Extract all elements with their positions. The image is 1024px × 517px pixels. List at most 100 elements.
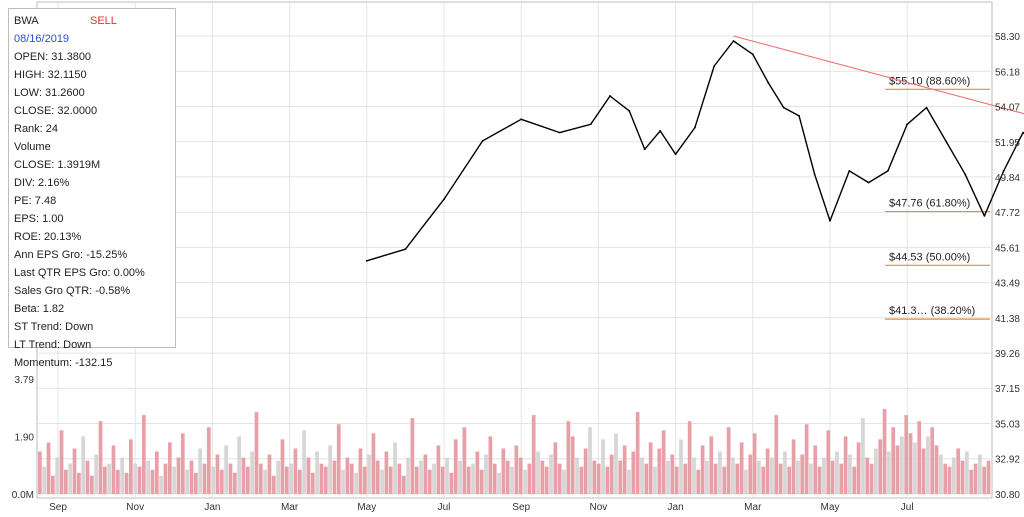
- volume-bar: [437, 445, 441, 494]
- volume-bar: [852, 467, 856, 494]
- volume-bar: [670, 455, 674, 494]
- volume-bar: [909, 433, 913, 494]
- volume-bar: [740, 442, 744, 494]
- month-tick-label: Sep: [49, 502, 67, 512]
- volume-bar: [363, 467, 367, 494]
- volume-bar: [922, 448, 926, 494]
- info-line: LOW: 31.2600: [14, 84, 170, 102]
- price-point: [366, 260, 368, 262]
- volume-bar: [47, 442, 51, 494]
- volume-bar: [796, 461, 800, 494]
- volume-bar: [900, 436, 904, 494]
- ticker-symbol: BWA: [14, 12, 39, 30]
- volume-bar: [220, 470, 224, 494]
- month-tick-label: Mar: [281, 502, 299, 512]
- price-point: [868, 182, 870, 184]
- volume-bar: [657, 448, 661, 494]
- volume-bar: [948, 467, 952, 494]
- price-point: [644, 148, 646, 150]
- price-point: [964, 173, 966, 175]
- price-tick-label: 54.07: [995, 102, 1020, 113]
- volume-bar: [211, 467, 215, 494]
- volume-bar: [675, 467, 679, 494]
- volume-bar: [870, 464, 874, 494]
- price-tick-label: 56.18: [995, 67, 1020, 78]
- info-line: ST Trend: Down: [14, 318, 170, 336]
- volume-bar: [731, 458, 735, 494]
- volume-bar: [614, 433, 618, 494]
- volume-bar: [666, 461, 670, 494]
- volume-bar: [766, 448, 770, 494]
- volume-bar: [354, 473, 358, 494]
- volume-bar: [818, 467, 822, 494]
- volume-bar: [476, 452, 480, 494]
- volume-bar: [510, 467, 514, 494]
- volume-bar: [263, 470, 267, 494]
- volume-bar: [259, 464, 263, 494]
- price-tick-label: 45.61: [995, 243, 1020, 254]
- price-point: [733, 40, 735, 42]
- volume-tick-label: 3.79: [15, 375, 35, 386]
- info-line: Last QTR EPS Gro: 0.00%: [14, 264, 170, 282]
- info-line: OPEN: 31.3800: [14, 48, 170, 66]
- volume-bar: [610, 455, 614, 494]
- volume-bar: [952, 458, 956, 494]
- volume-bar: [527, 464, 531, 494]
- volume-bar: [285, 467, 289, 494]
- price-tick-label: 41.38: [995, 314, 1020, 325]
- volume-bar: [562, 470, 566, 494]
- volume-bar: [848, 455, 852, 494]
- price-point: [694, 127, 696, 129]
- volume-bar: [839, 464, 843, 494]
- volume-bar: [969, 470, 973, 494]
- info-line: EPS: 1.00: [14, 210, 170, 228]
- volume-bar: [120, 458, 124, 494]
- volume-bar: [714, 464, 718, 494]
- price-axis: 58.3056.1854.0751.9549.8447.7245.6143.49…: [995, 32, 1020, 501]
- volume-bar: [696, 470, 700, 494]
- price-tick-label: 51.95: [995, 138, 1020, 149]
- volume-bar: [146, 461, 150, 494]
- volume-bar: [861, 418, 865, 494]
- volume-bar: [553, 442, 557, 494]
- volume-bar: [190, 461, 194, 494]
- volume-bar: [255, 412, 259, 494]
- volume-bar: [913, 442, 917, 494]
- price-tick-label: 30.80: [995, 490, 1020, 501]
- volume-bar: [601, 439, 605, 494]
- volume-bar: [398, 464, 402, 494]
- volume-bar: [289, 464, 293, 494]
- volume-bar: [250, 452, 254, 494]
- volume-bar: [753, 433, 757, 494]
- price-point: [848, 170, 850, 172]
- info-header: BWA SELL: [14, 12, 170, 30]
- month-tick-label: Jan: [668, 502, 684, 512]
- volume-bar: [402, 476, 406, 494]
- price-point: [675, 153, 677, 155]
- volume-bar: [94, 455, 98, 494]
- price-point: [752, 53, 754, 55]
- info-line: Volume: [14, 138, 170, 156]
- price-tick-label: 49.84: [995, 173, 1020, 184]
- volume-bar: [774, 415, 778, 494]
- volume-bar: [346, 458, 350, 494]
- signal-badge: SELL: [90, 12, 117, 30]
- volume-bar: [441, 467, 445, 494]
- volume-bar: [151, 470, 155, 494]
- volume-bar: [874, 448, 878, 494]
- volume-bar: [207, 427, 211, 494]
- volume-bar: [159, 476, 163, 494]
- price-point: [906, 123, 908, 125]
- volume-bar: [155, 452, 159, 494]
- volume-bar: [337, 424, 341, 494]
- price-point: [926, 107, 928, 109]
- volume-bar: [411, 418, 415, 494]
- volume-bar: [268, 455, 272, 494]
- volume-bar: [445, 458, 449, 494]
- price-tick-label: 35.03: [995, 420, 1020, 431]
- volume-bar: [592, 461, 596, 494]
- volume-bar: [831, 461, 835, 494]
- volume-bar: [489, 436, 493, 494]
- info-line: CLOSE: 1.3919M: [14, 156, 170, 174]
